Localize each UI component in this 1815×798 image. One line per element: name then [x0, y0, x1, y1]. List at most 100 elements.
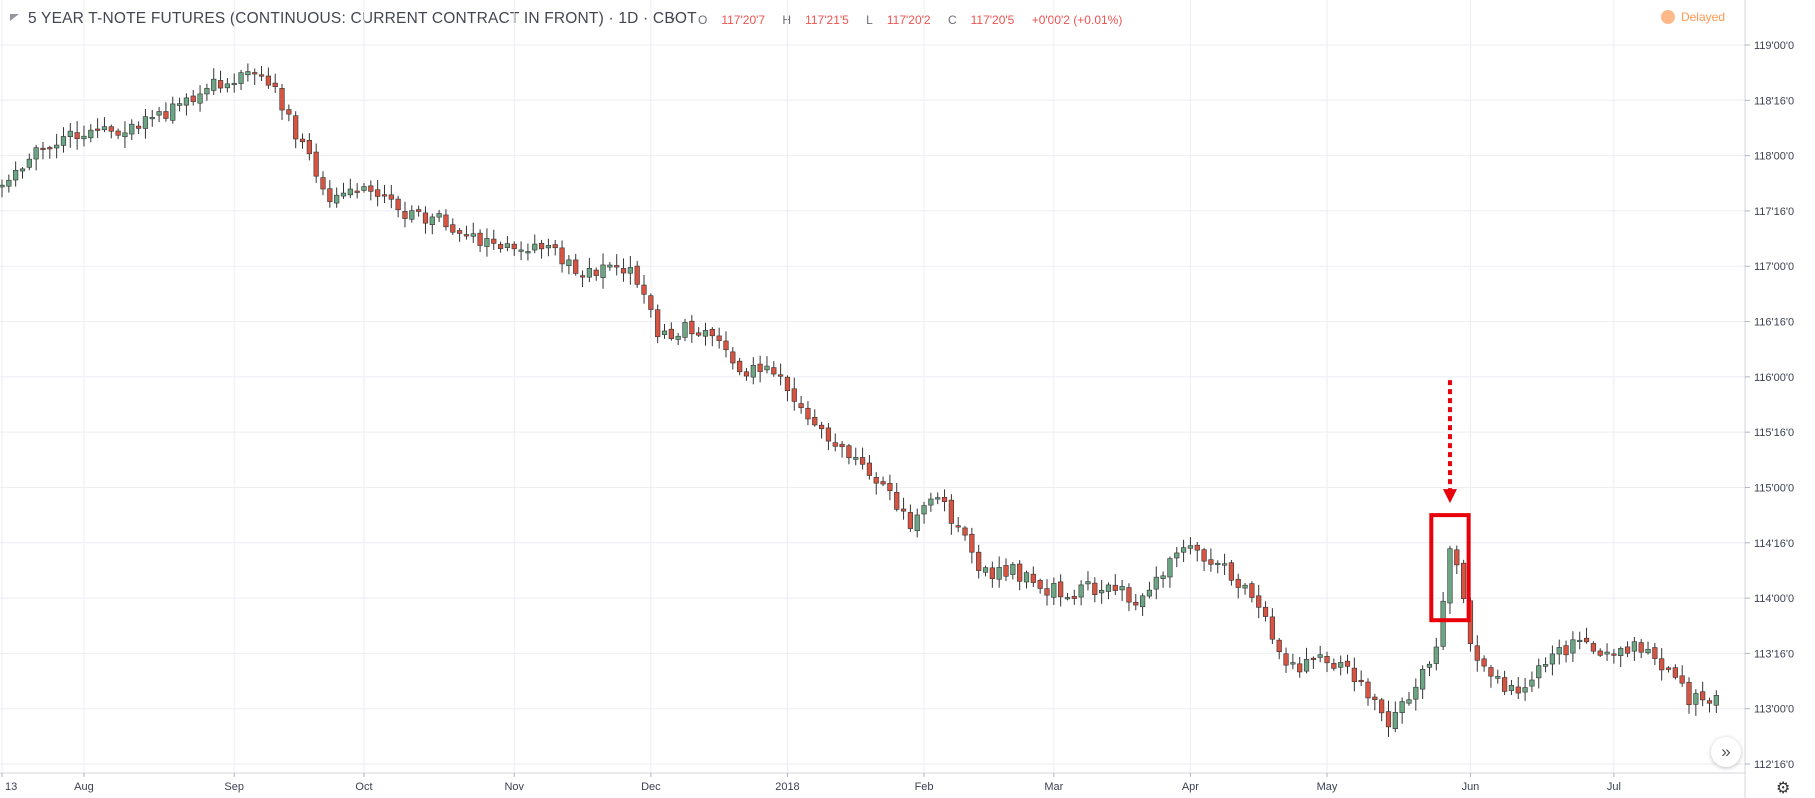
annotation-arrow-head: [1442, 489, 1457, 504]
candle: [696, 327, 702, 338]
candle: [334, 187, 340, 208]
candle: [1256, 584, 1262, 619]
candle: [1652, 642, 1658, 665]
candle: [313, 143, 319, 183]
x-tick-label: Mar: [1044, 781, 1063, 793]
candle: [88, 124, 94, 143]
scroll-to-realtime-button[interactable]: »: [1711, 737, 1741, 767]
y-tick-label: 118'00'0: [1754, 151, 1794, 163]
candle: [463, 225, 470, 240]
candle: [1536, 658, 1542, 689]
candle: [1112, 574, 1118, 596]
candle: [976, 544, 982, 579]
candle: [1358, 670, 1364, 686]
candle: [1604, 643, 1610, 661]
candle: [1672, 664, 1678, 680]
candle: [1495, 669, 1501, 684]
candle: [805, 401, 811, 426]
candle: [839, 440, 845, 458]
grid: [0, 0, 1745, 773]
candle: [1092, 577, 1098, 603]
candle: [340, 182, 347, 200]
flag-icon[interactable]: [10, 14, 19, 21]
candle: [887, 474, 893, 501]
candle: [1051, 577, 1057, 605]
candle: [1344, 654, 1351, 674]
delayed-status[interactable]: Delayed: [1660, 10, 1725, 24]
candle: [1338, 655, 1344, 676]
candle: [818, 421, 825, 439]
candle: [1413, 678, 1419, 711]
candle: [682, 318, 688, 342]
candle: [1474, 635, 1480, 672]
candle: [1502, 670, 1508, 696]
candle: [1638, 639, 1644, 659]
candle: [1611, 648, 1617, 664]
gear-icon[interactable]: ⚙: [1776, 780, 1791, 797]
candle: [525, 243, 531, 261]
candle: [1447, 545, 1453, 615]
candle: [375, 180, 381, 207]
candle: [648, 293, 654, 318]
candle: [354, 183, 360, 199]
price-axis[interactable]: 119'00'0 118'16'0 118'00'0 117'16'0 117'00'0…: [1745, 40, 1794, 771]
candle: [361, 182, 367, 193]
candle: [190, 90, 196, 106]
candle: [0, 179, 5, 198]
candle: [1597, 648, 1603, 657]
candle: [689, 315, 695, 343]
y-tick-label: 118'16'0: [1754, 95, 1794, 107]
candle: [1508, 679, 1515, 696]
candle: [108, 124, 114, 139]
candle: [47, 145, 53, 159]
close-label: C: [947, 13, 957, 27]
candle: [634, 261, 640, 288]
candle: [1686, 677, 1692, 714]
candle: [737, 357, 743, 376]
candle: [1269, 608, 1275, 645]
candle: [347, 178, 353, 198]
x-tick-label: 13: [5, 781, 17, 793]
candle: [1146, 581, 1153, 599]
candle: [1454, 545, 1460, 575]
candle: [791, 377, 797, 411]
candle: [1290, 653, 1296, 670]
candle: [19, 167, 26, 179]
chevron-down-icon[interactable]: ⌄: [668, 11, 678, 23]
candle: [484, 228, 490, 257]
time-axis[interactable]: 13 Aug Sep Oct Nov Dec 2018 Feb Mar Apr May Jun Jul: [1, 773, 1621, 793]
candle: [293, 111, 299, 149]
symbol-title[interactable]: 5 YEAR T-NOTE FUTURES (CONTINUOUS: CURRE…: [28, 10, 697, 27]
candle: [1167, 556, 1173, 588]
candle: [723, 331, 729, 358]
candle: [593, 267, 599, 281]
candle: [1590, 641, 1596, 655]
candle: [566, 255, 572, 275]
candle: [142, 108, 149, 139]
candle: [1317, 645, 1323, 663]
candle: [272, 73, 278, 94]
candle: [1365, 678, 1371, 706]
candle: [1276, 638, 1282, 660]
candle: [60, 127, 67, 153]
candle: [54, 133, 60, 159]
change-value: +0'00'2 (+0.01%): [1031, 13, 1123, 27]
candle: [129, 119, 135, 141]
candle: [716, 327, 722, 349]
candle: [1126, 583, 1132, 612]
candle: [1631, 636, 1637, 661]
candle: [217, 70, 224, 93]
candle: [224, 77, 230, 93]
candle: [1105, 582, 1112, 600]
candle: [306, 133, 312, 161]
low-item: L 117'20'2: [866, 13, 930, 27]
candle: [873, 472, 879, 495]
candle: [1262, 601, 1269, 622]
candles: [0, 63, 1719, 737]
candle: [436, 209, 442, 223]
candle: [1174, 546, 1180, 568]
x-tick-label: Sep: [224, 781, 244, 793]
chart-header: 5 YEAR T-NOTE FUTURES (CONTINUOUS: CURRE…: [0, 0, 1815, 36]
candle: [136, 121, 142, 135]
